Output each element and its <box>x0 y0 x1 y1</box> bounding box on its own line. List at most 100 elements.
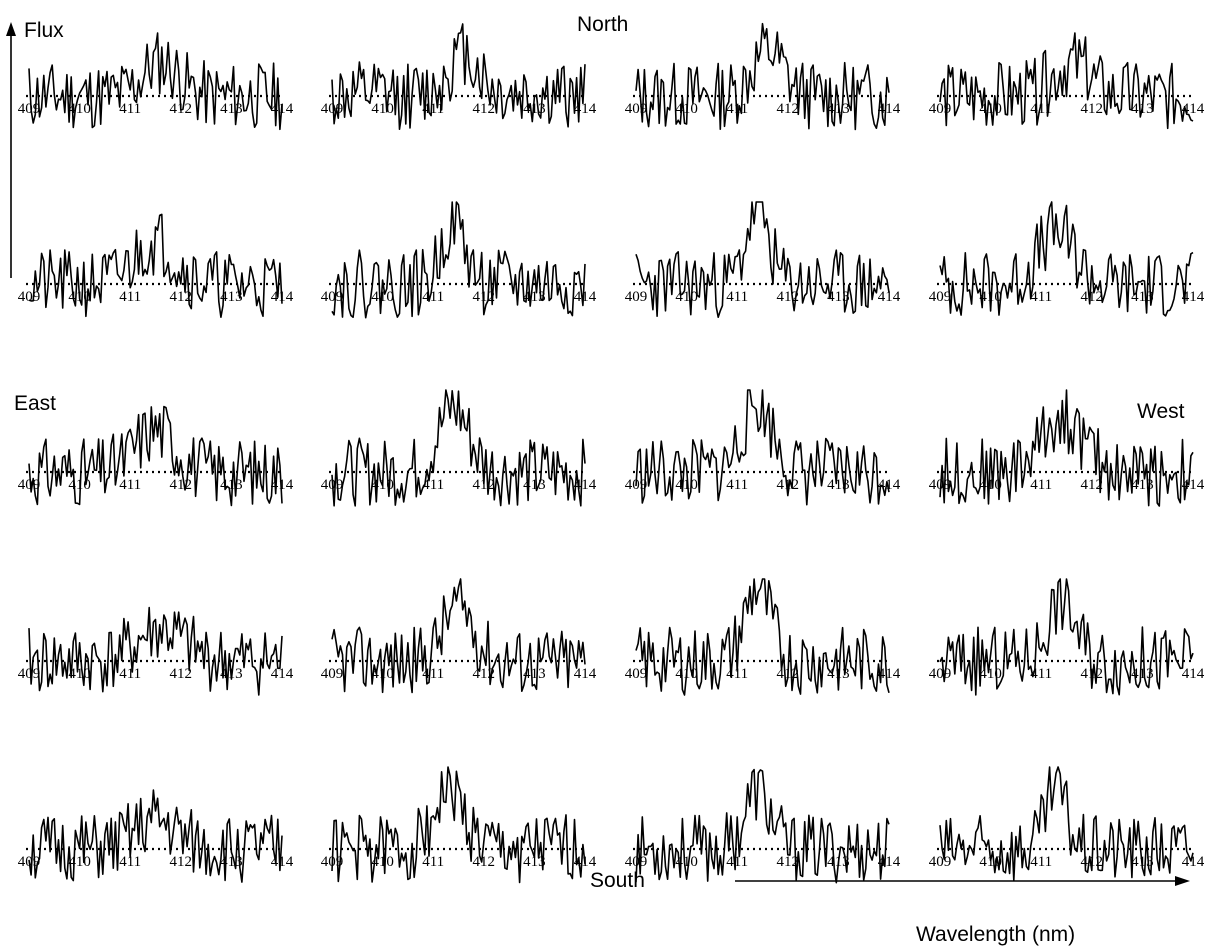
x-tick-label: 409 <box>18 101 41 117</box>
x-tick-label: 412 <box>777 477 800 493</box>
x-tick-label: 409 <box>625 101 648 117</box>
x-tick-label: 411 <box>726 666 748 682</box>
x-tick-label: 410 <box>371 854 394 870</box>
x-tick-label: 412 <box>473 289 496 305</box>
x-tick-label: 413 <box>827 101 850 117</box>
south-label: South <box>590 869 645 892</box>
x-tick-label: 414 <box>574 477 597 493</box>
x-tick-label: 411 <box>119 101 141 117</box>
x-tick-label: 413 <box>523 101 546 117</box>
spectrum-panel-r4-c4: 409 410 411 412 413 414 <box>929 578 1205 696</box>
x-tick-label: 413 <box>827 666 850 682</box>
x-tick-label: 413 <box>1131 101 1154 117</box>
wavelength-axis-arrowhead <box>1175 876 1190 886</box>
x-tick-label: 409 <box>321 477 344 493</box>
west-label: West <box>1137 400 1185 423</box>
spectrum-panel-r5-c1: 409 410 411 412 413 414 <box>18 789 294 883</box>
x-tick-label: 411 <box>422 666 444 682</box>
x-tick-label: 411 <box>119 666 141 682</box>
spectrum-line <box>635 22 890 131</box>
x-tick-label: 413 <box>827 289 850 305</box>
x-tick-label: 410 <box>68 477 91 493</box>
x-tick-label: 412 <box>1081 101 1104 117</box>
spectrum-panel-r3-c1: 409 410 411 412 413 414 <box>18 405 294 507</box>
x-tick-label: 409 <box>929 854 952 870</box>
x-tick-label: 414 <box>878 477 901 493</box>
spectrum-panel-r1-c1: 409 410 411 412 413 414 <box>18 32 294 131</box>
spectrum-panel-r2-c2: 409 410 411 412 413 414 <box>321 201 597 319</box>
x-tick-label: 410 <box>371 101 394 117</box>
spectrum-panel-r5-c2: 409 410 411 412 413 414 <box>321 766 597 884</box>
x-tick-label: 412 <box>170 101 193 117</box>
x-tick-label: 412 <box>1081 854 1104 870</box>
spectrum-panel-r2-c4: 409 410 411 412 413 414 <box>929 201 1205 317</box>
x-tick-label: 414 <box>878 854 901 870</box>
spectrum-line <box>635 578 890 696</box>
x-tick-label: 412 <box>170 854 193 870</box>
x-tick-label: 413 <box>1131 854 1154 870</box>
x-tick-label: 414 <box>878 666 901 682</box>
spectrum-panel-r4-c3: 409 410 411 412 413 414 <box>625 578 901 696</box>
spectrum-line <box>28 32 283 131</box>
spectrum-line <box>939 32 1194 130</box>
spectrum-line <box>28 405 283 507</box>
x-tick-label: 411 <box>119 289 141 305</box>
x-tick-label: 409 <box>929 101 952 117</box>
spectrum-line <box>331 766 586 884</box>
x-tick-label: 410 <box>675 289 698 305</box>
x-tick-label: 413 <box>523 477 546 493</box>
x-tick-label: 411 <box>726 289 748 305</box>
spectra-panels: 409 410 411 412 413 414 409 410 411 412 413 414 409 4… <box>18 22 1205 884</box>
x-tick-label: 412 <box>473 101 496 117</box>
x-tick-label: 412 <box>473 854 496 870</box>
x-tick-label: 412 <box>170 477 193 493</box>
x-tick-label: 413 <box>523 289 546 305</box>
spectrum-panel-r4-c1: 409 410 411 412 413 414 <box>18 606 294 696</box>
x-tick-label: 412 <box>777 289 800 305</box>
x-tick-label: 410 <box>68 101 91 117</box>
wavelength-label: Wavelength (nm) <box>916 923 1075 946</box>
x-tick-label: 413 <box>827 854 850 870</box>
x-tick-label: 411 <box>1030 666 1052 682</box>
x-tick-label: 410 <box>371 477 394 493</box>
flux-label: Flux <box>24 19 64 42</box>
x-tick-label: 413 <box>220 666 243 682</box>
x-tick-label: 412 <box>170 289 193 305</box>
x-tick-label: 413 <box>220 289 243 305</box>
spectrum-panel-r1-c2: 409 410 411 412 413 414 <box>321 23 597 130</box>
x-tick-label: 410 <box>979 666 1002 682</box>
spectrum-line <box>635 768 890 884</box>
x-tick-label: 409 <box>929 477 952 493</box>
x-tick-label: 411 <box>119 477 141 493</box>
x-tick-label: 413 <box>220 101 243 117</box>
x-tick-label: 413 <box>523 854 546 870</box>
x-tick-label: 412 <box>170 666 193 682</box>
x-tick-label: 410 <box>979 477 1002 493</box>
x-tick-label: 409 <box>18 477 41 493</box>
x-tick-label: 414 <box>271 666 294 682</box>
x-tick-label: 411 <box>726 101 748 117</box>
spectrum-line <box>939 766 1194 882</box>
x-tick-label: 409 <box>18 289 41 305</box>
x-tick-label: 414 <box>574 854 597 870</box>
x-tick-label: 414 <box>271 854 294 870</box>
x-tick-label: 414 <box>1182 666 1205 682</box>
x-tick-label: 409 <box>321 101 344 117</box>
x-tick-label: 414 <box>271 477 294 493</box>
spectrum-line <box>28 789 283 883</box>
spectrum-panel-r2-c3: 409 410 411 412 413 414 <box>625 201 901 318</box>
x-tick-label: 409 <box>929 666 952 682</box>
east-label: East <box>14 392 56 415</box>
x-tick-label: 414 <box>271 289 294 305</box>
north-label: North <box>577 13 628 36</box>
spectrum-line <box>331 201 586 319</box>
spectrum-panel-r5-c4: 409 410 411 412 413 414 <box>929 766 1205 882</box>
x-tick-label: 413 <box>1131 477 1154 493</box>
x-tick-label: 410 <box>979 289 1002 305</box>
spectrum-line <box>635 201 890 318</box>
x-tick-label: 411 <box>422 101 444 117</box>
x-tick-label: 411 <box>422 854 444 870</box>
x-tick-label: 411 <box>422 477 444 493</box>
spectrum-panel-r3-c4: 409 410 411 412 413 414 <box>929 389 1205 507</box>
x-tick-label: 413 <box>523 666 546 682</box>
